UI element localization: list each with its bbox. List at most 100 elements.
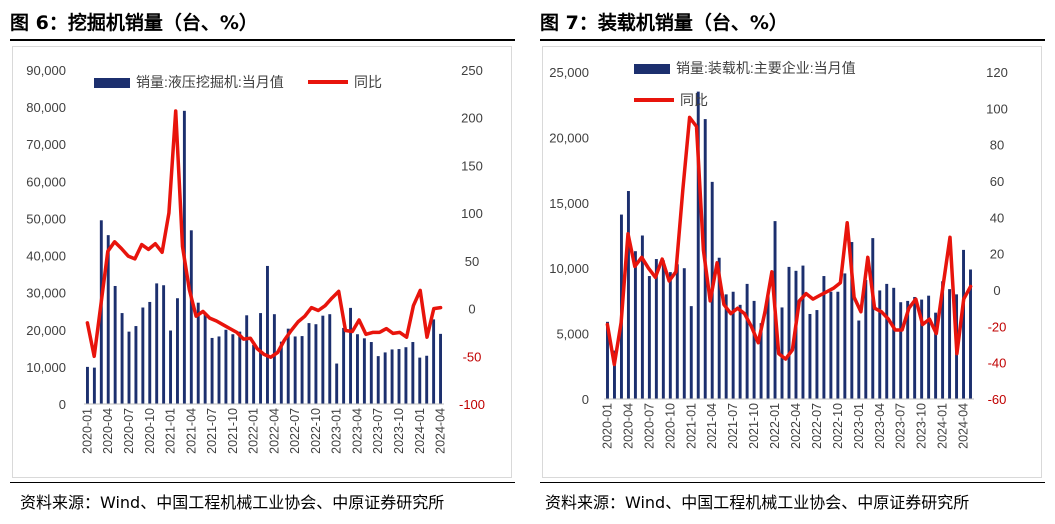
x-tick-label: 2020-01	[80, 408, 94, 454]
bar	[390, 349, 394, 404]
chart-frame	[542, 46, 1042, 478]
bar	[738, 304, 742, 399]
y-right-tick-label: 60	[990, 174, 1004, 189]
y-left-tick-label: 70,000	[26, 137, 66, 152]
x-tick-label: 2024-04	[957, 403, 971, 449]
y-left-tick-label: 10,000	[26, 360, 66, 375]
x-tick-label: 2022-10	[309, 408, 323, 454]
y-right-tick-label: 40	[990, 210, 1004, 225]
bar	[293, 336, 297, 404]
bar	[843, 273, 847, 399]
bar	[906, 300, 910, 399]
bar	[640, 235, 644, 399]
bar	[127, 331, 131, 404]
bar	[383, 352, 387, 404]
x-tick-label: 2024-01	[413, 408, 427, 454]
bar	[141, 307, 145, 404]
bar	[731, 291, 735, 399]
bar	[224, 329, 228, 404]
y-right-tick-label: -20	[988, 319, 1007, 334]
y-right-tick-label: 200	[461, 111, 483, 126]
bar	[162, 285, 166, 404]
yoy-line	[605, 115, 973, 367]
y-left-tick-label: 40,000	[26, 249, 66, 264]
bar	[878, 290, 882, 399]
y-left-tick-label: 25,000	[549, 65, 589, 80]
bar	[927, 295, 931, 399]
bar	[633, 251, 637, 399]
bar	[801, 265, 805, 399]
legend-line-label: 同比	[354, 74, 382, 90]
x-tick-label: 2021-01	[684, 403, 698, 449]
bar	[745, 283, 749, 399]
y-left-tick-label: 20,000	[549, 130, 589, 145]
bar	[369, 342, 373, 404]
legend-bar-swatch	[634, 64, 670, 74]
bar	[314, 324, 318, 404]
bar	[822, 276, 826, 399]
x-tick-label: 2020-07	[642, 403, 656, 449]
bar	[245, 315, 249, 404]
legend-bar-label: 销量:装载机:主要企业:当月值	[676, 60, 856, 76]
bar	[829, 291, 833, 399]
y-right-tick-label: 80	[990, 138, 1004, 153]
bar	[196, 302, 200, 404]
bar	[717, 257, 721, 399]
bar	[203, 313, 207, 404]
y-right-tick-label: 0	[468, 302, 475, 317]
y-right-tick-label: 20	[990, 247, 1004, 262]
right-title-rule	[540, 39, 1045, 41]
bar	[418, 357, 422, 404]
x-tick-label: 2022-01	[247, 408, 261, 454]
bar	[934, 312, 938, 399]
x-tick-label: 2023-04	[350, 408, 364, 454]
bar	[913, 296, 917, 399]
y-right-tick-label: 0	[993, 283, 1000, 298]
bar	[920, 299, 924, 399]
bar	[815, 310, 819, 399]
bar	[668, 272, 672, 399]
bar	[335, 363, 339, 404]
bar	[328, 314, 332, 404]
bar	[969, 269, 972, 399]
x-tick-label: 2021-07	[205, 408, 219, 454]
x-tick-label: 2021-01	[164, 408, 178, 454]
legend-bar-swatch	[94, 78, 130, 88]
yoy-line	[85, 109, 443, 359]
bar	[892, 287, 896, 399]
bar	[404, 347, 408, 404]
x-tick-label: 2023-04	[873, 403, 887, 449]
left-source-note: 资料来源：Wind、中国工程机械工业协会、中原证券研究所	[20, 493, 445, 512]
x-tick-label: 2023-01	[852, 403, 866, 449]
y-left-tick-label: 90,000	[26, 63, 66, 78]
bar	[425, 355, 429, 404]
right-chart-title: 图 7：装载机销量（台、%）	[540, 12, 788, 34]
x-tick-label: 2022-07	[288, 408, 302, 454]
y-left-tick-label: 15,000	[549, 196, 589, 211]
bar	[613, 350, 616, 399]
x-tick-label: 2023-07	[371, 408, 385, 454]
y-left-tick-label: 50,000	[26, 211, 66, 226]
y-right-tick-label: -60	[988, 392, 1007, 407]
bar	[857, 320, 861, 399]
bar	[885, 283, 889, 399]
x-tick-label: 2022-01	[768, 403, 782, 449]
bar	[962, 249, 965, 399]
bar	[724, 294, 728, 399]
y-left-tick-label: 10,000	[549, 261, 589, 276]
chart-frame	[12, 46, 512, 478]
x-tick-label: 2021-10	[226, 408, 240, 454]
bar	[411, 342, 415, 404]
bar	[210, 337, 214, 404]
bar	[259, 313, 262, 404]
bar	[376, 356, 380, 404]
bar	[787, 266, 791, 399]
left-title-rule	[10, 39, 515, 41]
y-right-tick-label: 100	[986, 101, 1008, 116]
x-tick-label: 2020-07	[122, 408, 136, 454]
x-tick-label: 2020-10	[143, 408, 157, 454]
bar	[155, 283, 159, 404]
bar	[850, 242, 854, 399]
y-right-tick-label: 250	[461, 63, 483, 78]
y-left-tick-label: 0	[59, 397, 66, 412]
